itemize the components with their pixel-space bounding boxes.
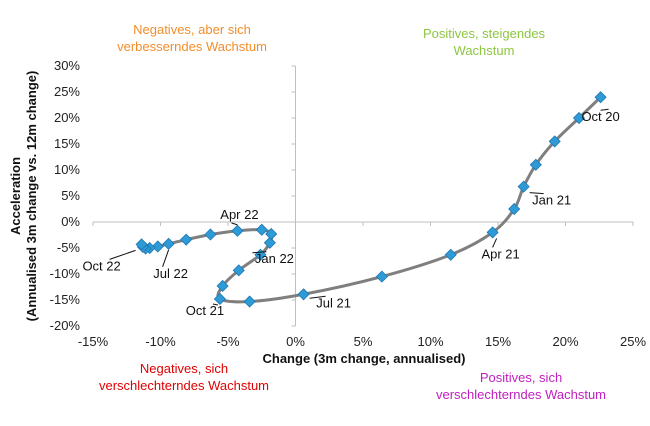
x-axis-title: Change (3m change, annualised)	[263, 351, 466, 366]
data-point	[232, 264, 245, 277]
point-label-leader	[212, 303, 218, 306]
point-label-leader	[252, 251, 267, 254]
y-axis-title-line-2: (Annualised 3m change vs. 12m change)	[24, 71, 39, 322]
x-tick-label: 20%	[552, 334, 578, 349]
data-point	[204, 228, 217, 241]
quadrant-label-top-right-line-2: Wachstum	[454, 43, 515, 58]
quadrant-label-bottom-right-line-1: Positives, sich	[480, 370, 562, 385]
point-label-leader	[529, 192, 544, 195]
chart-axes	[92, 65, 634, 327]
data-point	[508, 202, 521, 216]
point-label: Oct 20	[581, 109, 619, 124]
x-tick-label: 25%	[620, 334, 646, 349]
data-point	[297, 288, 310, 301]
x-tick-label: -10%	[145, 334, 176, 349]
data-point	[444, 248, 457, 261]
y-tick-label: -15%	[50, 292, 81, 307]
quadrant-label-bottom-right: Positives, sich verschlechterndes Wachst…	[436, 370, 606, 402]
y-tick-label: -20%	[50, 318, 81, 333]
point-label-leader	[492, 238, 498, 248]
y-axis-title-line-1: Acceleration	[8, 157, 23, 235]
point-label-leader	[309, 295, 326, 299]
data-point	[529, 158, 542, 171]
point-label-leader	[600, 108, 609, 111]
point-label-leader	[231, 222, 238, 226]
y-tick-label: -5%	[57, 240, 81, 255]
y-tick-label: 0%	[61, 214, 80, 229]
data-point	[216, 279, 229, 293]
quadrant-label-top-right: Positives, steigendes Wachstum	[423, 26, 546, 58]
y-tick-label: 30%	[54, 58, 80, 73]
point-label-leader	[162, 249, 170, 268]
x-tick-label: 10%	[417, 334, 443, 349]
quadrant-label-top-left-line-2: verbesserndes Wachstum	[117, 39, 267, 54]
y-tick-label: 25%	[54, 84, 80, 99]
y-tick-label: -10%	[50, 266, 81, 281]
x-tick-label: 15%	[485, 334, 511, 349]
point-label: Oct 21	[186, 303, 224, 318]
point-labels: Oct 20 Jan 21 Apr 21 Jul 21 Oct 21 Jan 22 Apr …	[82, 108, 620, 318]
data-point	[180, 233, 193, 246]
data-point	[265, 227, 278, 241]
quadrant-label-bottom-left-line-1: Negatives, sich	[140, 361, 228, 376]
x-tick-label: -5%	[216, 334, 240, 349]
y-tick-label: 20%	[54, 110, 80, 125]
data-point	[243, 295, 256, 308]
data-point	[263, 236, 276, 249]
y-tick-label: 10%	[54, 162, 80, 177]
point-label: Jul 22	[153, 266, 188, 281]
data-point	[548, 135, 561, 148]
y-tick-label: 15%	[54, 136, 80, 151]
x-tick-label: 5%	[354, 334, 373, 349]
quadrant-label-top-left: Negatives, aber sich verbesserndes Wachs…	[117, 22, 267, 54]
point-label: Oct 22	[82, 258, 120, 273]
y-axis-title: Acceleration (Annualised 3m change vs. 1…	[8, 71, 39, 322]
quadrant-label-bottom-left: Negatives, sich verschlechterndes Wachst…	[99, 361, 269, 393]
data-point	[162, 237, 175, 250]
point-label: Apr 21	[481, 246, 519, 261]
data-point	[486, 226, 499, 239]
quadrant-label-top-right-line-1: Positives, steigendes	[423, 26, 546, 41]
quadrant-label-bottom-left-line-2: verschlechterndes Wachstum	[99, 378, 269, 393]
point-label-leader	[109, 249, 136, 260]
data-point	[231, 224, 244, 237]
data-point	[151, 240, 164, 253]
quadrant-label-bottom-right-line-2: verschlechterndes Wachstum	[436, 387, 606, 402]
data-point	[375, 270, 388, 283]
x-tick-label: 0%	[286, 334, 305, 349]
point-label: Jan 22	[255, 251, 294, 266]
point-label: Jul 21	[316, 295, 351, 310]
data-point	[135, 238, 148, 251]
data-point	[213, 292, 226, 306]
point-label: Jan 21	[532, 193, 571, 208]
data-series	[135, 91, 607, 308]
data-point	[255, 223, 268, 236]
x-tick-label: -15%	[78, 334, 109, 349]
data-point	[572, 111, 586, 125]
quadrant-label-top-left-line-1: Negatives, aber sich	[133, 22, 251, 37]
data-point	[594, 91, 607, 104]
tick-labels: -15% -10% -5% 0% 5% 10% 15% 20% 25% 30% 25% 20% 15% 1…	[50, 58, 647, 349]
data-point	[517, 180, 530, 193]
y-tick-label: 5%	[61, 188, 80, 203]
point-label: Apr 22	[220, 207, 258, 222]
